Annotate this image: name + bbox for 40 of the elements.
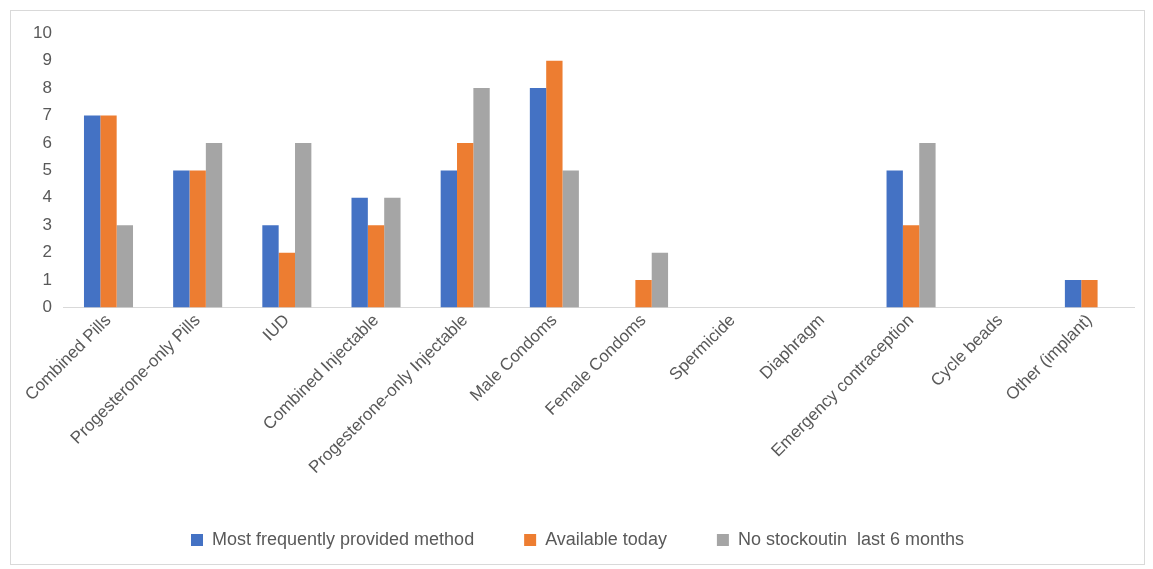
bar	[529, 88, 547, 308]
bar	[189, 170, 206, 308]
bar	[651, 252, 669, 308]
legend-label: Available today	[545, 528, 667, 549]
y-tick-label: 4	[42, 187, 52, 207]
bar	[457, 142, 474, 308]
bar	[367, 225, 385, 308]
bar	[902, 225, 920, 308]
bar	[919, 142, 936, 308]
bar	[83, 115, 101, 308]
y-tick-label: 7	[42, 105, 52, 125]
bar	[384, 197, 401, 308]
bar	[1064, 280, 1082, 308]
y-tick-label: 5	[42, 160, 52, 180]
bar	[635, 280, 652, 308]
y-tick-label: 9	[42, 50, 52, 70]
bar	[262, 225, 279, 308]
y-tick-label: 10	[32, 22, 52, 42]
y-tick-label: 8	[42, 77, 52, 97]
x-tick-label: IUD	[258, 310, 293, 345]
bar	[440, 170, 458, 308]
y-tick-label: 1	[42, 269, 52, 289]
y-tick-label: 2	[42, 242, 52, 262]
legend-label: No stockoutin last 6 months	[737, 528, 964, 549]
bar	[295, 142, 312, 308]
bar	[562, 170, 579, 308]
bar	[886, 170, 903, 308]
bar	[1081, 280, 1098, 308]
bar	[205, 142, 223, 308]
bar	[173, 170, 190, 308]
bar	[351, 197, 368, 308]
bar	[546, 60, 563, 308]
y-tick-label: 0	[42, 297, 52, 317]
y-tick-label: 3	[42, 214, 52, 234]
y-tick-label: 6	[42, 132, 52, 152]
bar	[278, 252, 296, 308]
bar	[473, 88, 490, 308]
legend-label: Most frequently provided method	[212, 528, 475, 549]
bar	[100, 115, 117, 308]
bar	[116, 225, 134, 308]
